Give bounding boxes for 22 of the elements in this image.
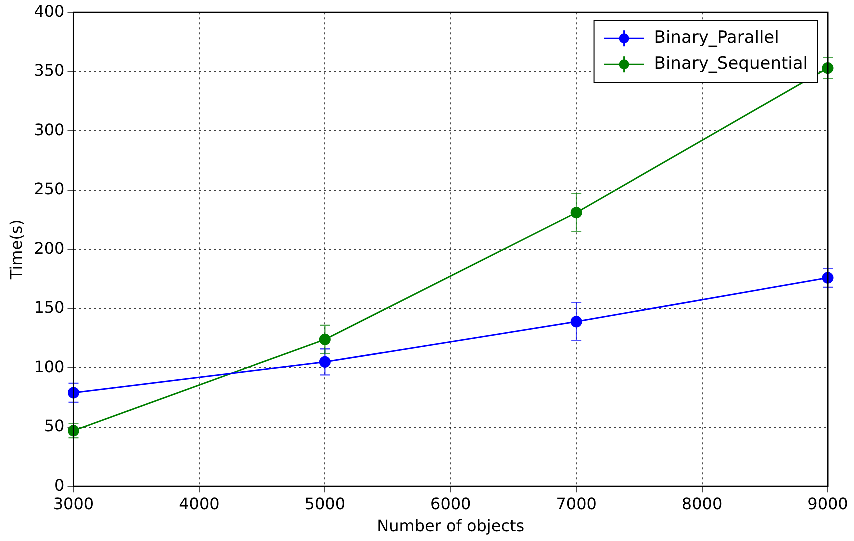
- y-tick-label: 0: [54, 476, 65, 495]
- y-tick-label: 100: [34, 357, 65, 376]
- y-tick-label: 400: [34, 2, 65, 21]
- x-tick-label: 7000: [556, 494, 597, 514]
- legend-label: Binary_Sequential: [654, 54, 808, 74]
- y-tick-label: 50: [44, 416, 65, 436]
- y-tick-label: 300: [34, 120, 65, 140]
- legend-label: Binary_Parallel: [654, 28, 780, 48]
- x-tick-label: 5000: [304, 494, 346, 514]
- y-tick-label: 250: [34, 180, 65, 199]
- x-tick-label: 9000: [808, 494, 848, 514]
- x-tick-label: 6000: [430, 494, 472, 514]
- y-axis-title: Time(s): [6, 220, 26, 281]
- y-tick-label: 200: [34, 238, 65, 258]
- x-tick-label: 3000: [53, 494, 94, 514]
- point: [570, 207, 582, 219]
- point: [570, 316, 582, 328]
- x-tick-label: 4000: [179, 494, 220, 514]
- x-axis-title: Number of objects: [377, 516, 525, 536]
- y-tick-label: 150: [34, 298, 65, 318]
- y-tick-label: 350: [34, 61, 65, 80]
- x-tick-label: 8000: [682, 494, 723, 514]
